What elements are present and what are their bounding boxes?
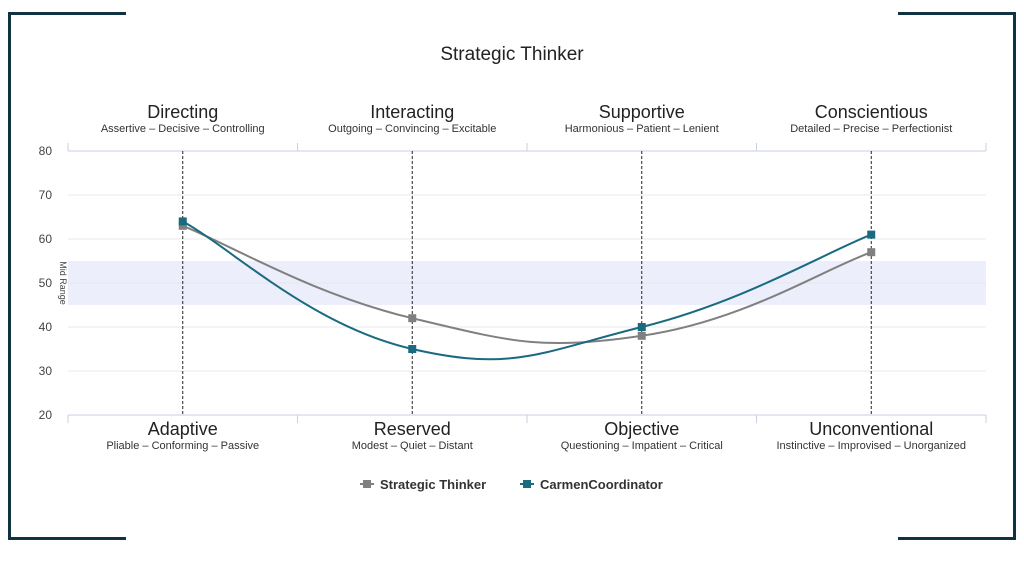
data-point-marker[interactable] xyxy=(867,230,876,239)
data-point-marker[interactable] xyxy=(637,323,646,331)
top-category-title: Conscientious xyxy=(815,102,928,122)
top-category-subtitle: Assertive – Decisive – Controlling xyxy=(101,123,265,135)
legend-label: Strategic Thinker xyxy=(380,477,486,492)
y-tick-label: 20 xyxy=(39,408,53,422)
frame-left-border xyxy=(8,12,11,537)
series-line-carmen-coordinator xyxy=(182,220,872,361)
top-category-subtitle: Detailed – Precise – Perfectionist xyxy=(790,123,952,135)
mid-range-label: Mid Range xyxy=(58,261,68,305)
data-point-marker[interactable] xyxy=(178,221,187,230)
y-tick-label: 80 xyxy=(39,144,53,158)
bottom-category-title: Objective xyxy=(604,419,679,439)
legend-marker xyxy=(523,480,531,488)
data-point-marker[interactable] xyxy=(867,248,876,257)
top-category-title: Interacting xyxy=(370,102,454,122)
top-category-subtitle: Harmonious – Patient – Lenient xyxy=(565,123,719,135)
legend-item[interactable]: CarmenCoordinator xyxy=(520,477,663,492)
y-tick-label: 70 xyxy=(39,188,53,202)
data-point-marker[interactable] xyxy=(178,217,187,226)
legend-marker xyxy=(363,480,371,488)
frame-right-border xyxy=(1013,12,1016,537)
data-point-marker[interactable] xyxy=(408,345,417,353)
y-tick-label: 40 xyxy=(39,320,53,334)
bottom-category-title: Adaptive xyxy=(148,419,218,439)
chart-title: Strategic Thinker xyxy=(440,44,584,65)
y-tick-label: 60 xyxy=(39,232,53,246)
legend-label: CarmenCoordinator xyxy=(540,477,663,492)
bottom-category-subtitle: Questioning – Impatient – Critical xyxy=(561,440,723,452)
y-tick-label: 30 xyxy=(39,364,53,378)
legend-item[interactable]: Strategic Thinker xyxy=(360,477,486,492)
bottom-category-subtitle: Pliable – Conforming – Passive xyxy=(106,440,259,452)
top-category-title: Directing xyxy=(147,102,218,122)
bottom-category-title: Reserved xyxy=(374,419,451,439)
top-category-title: Supportive xyxy=(599,102,685,122)
bottom-category-subtitle: Instinctive – Improvised – Unorganized xyxy=(776,440,966,452)
y-tick-label: 50 xyxy=(39,276,53,290)
data-point-marker[interactable] xyxy=(408,314,417,323)
bottom-category-title: Unconventional xyxy=(809,419,933,439)
top-category-subtitle: Outgoing – Convincing – Excitable xyxy=(328,123,496,135)
bottom-category-subtitle: Modest – Quiet – Distant xyxy=(352,440,473,452)
data-point-marker[interactable] xyxy=(637,331,646,340)
series-line-strategic-thinker xyxy=(182,224,872,345)
